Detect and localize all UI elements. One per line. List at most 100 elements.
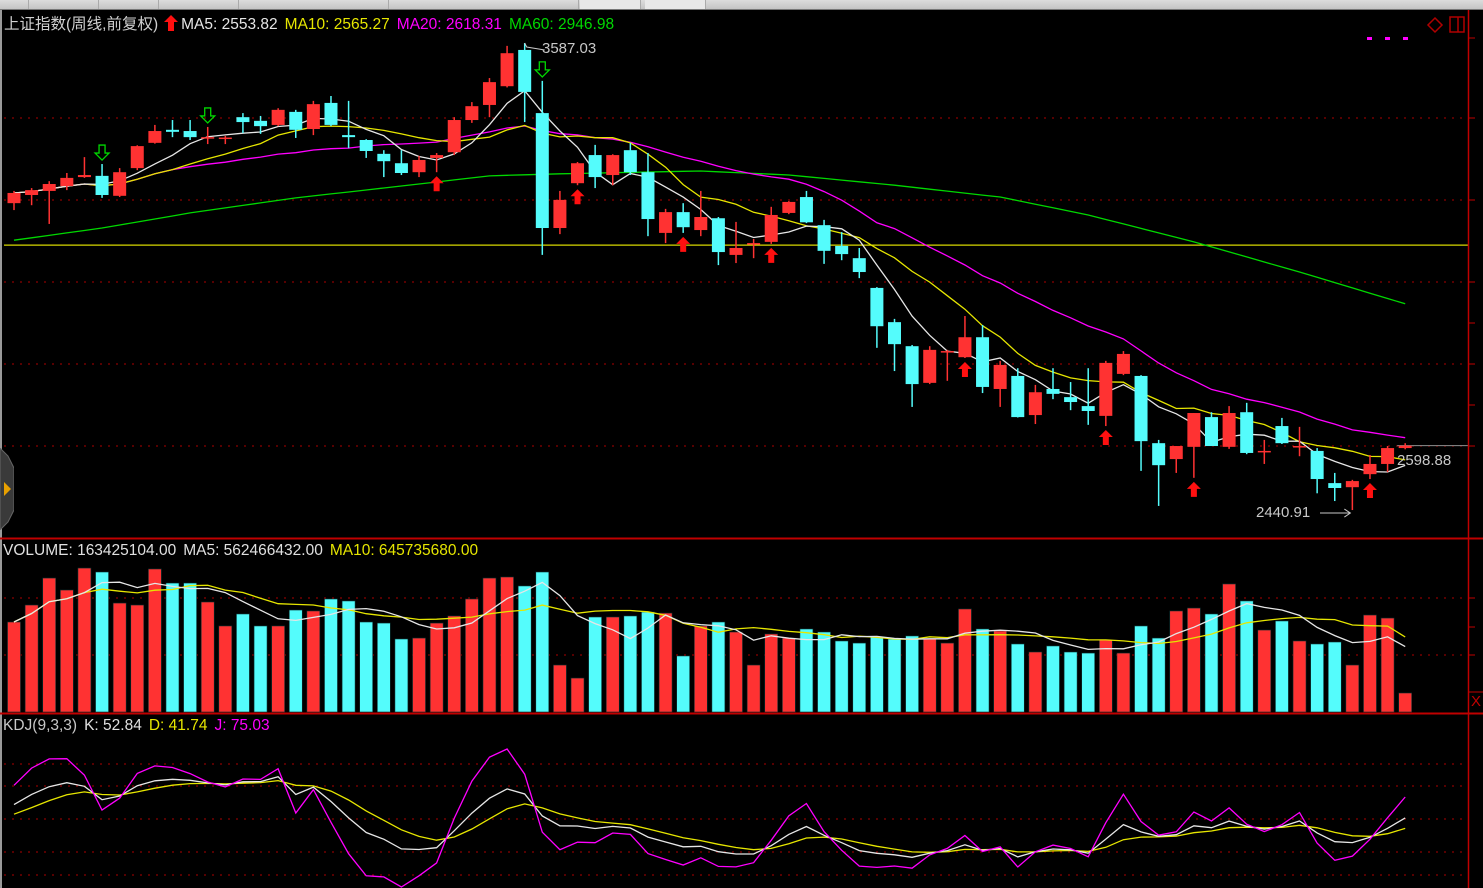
close-x-icon[interactable]: X [1470,693,1481,710]
candle-up [465,106,479,121]
candle-down [236,117,250,123]
candlesticks [7,43,1412,511]
candle-down [1310,450,1324,480]
volume-bar [148,568,162,713]
red-up-arrow-icon [1098,430,1113,446]
volume-bar [570,677,585,713]
volume-bar [1292,640,1307,713]
volume-bar [870,636,884,713]
candle-down [870,287,884,327]
volume-bar [958,608,972,713]
candle-up [201,137,215,139]
candle-up [42,184,56,191]
candle-up [113,172,127,196]
candle-down [623,150,637,173]
ma60-value: MA60: 2946.98 [508,16,615,33]
volume-bar [623,615,638,713]
candle-up [958,337,972,358]
volume-bar [834,640,849,713]
candle-up [553,199,567,229]
kdj-legend: KDJ(9,3,3) K: 52.84 D: 41.74 J: 75.03 [3,717,277,735]
volume-bar [447,615,462,713]
candle-up [1293,446,1307,448]
volume-bar [377,622,391,713]
volume-bar [1063,651,1078,713]
tab-stub[interactable] [645,0,706,9]
split-window-icon[interactable] [1449,16,1465,33]
volume-bar [1239,600,1254,713]
volume-bar [42,577,57,713]
diamond-icon[interactable] [1426,16,1444,34]
panel-frame [0,10,1483,888]
kdj-k-value: K: 52.84 [84,717,142,734]
volume-bar [588,616,602,713]
volume-bar [764,633,779,713]
expand-arrow-icon[interactable] [0,448,14,530]
volume-bar [1010,643,1025,713]
tab-stub[interactable] [0,0,29,9]
candle-down [588,155,602,178]
kdj-lines [13,748,1406,888]
volume-bar [1028,651,1043,713]
volume-bar [429,622,444,713]
kdj-k-line [13,775,1406,858]
volume-bar [1222,583,1236,713]
candle-up [1099,362,1113,416]
volume-bar [1204,613,1219,713]
volume-bar [553,664,567,713]
candle-up [1028,392,1042,416]
candle-up [782,201,796,213]
volume-bar [799,628,814,713]
volume-ma-lines [13,581,1406,651]
volume-bar [729,631,743,713]
tab-stub[interactable] [28,0,99,9]
candle-up [1345,481,1359,488]
volume-value: VOLUME: 163425104.00 [3,542,177,559]
volume-bar [535,571,550,713]
more-dots-icon[interactable] [1364,35,1410,43]
candle-down [1046,388,1060,394]
candle-down [1081,406,1095,411]
volume-bar [165,582,180,713]
volume-bar [993,630,1007,713]
ma10-value: MA10: 2565.27 [284,16,390,33]
tab-stub[interactable] [158,0,239,9]
volume-bar [605,616,620,713]
candle-down [835,245,849,255]
main-legend: 上证指数(周线,前复权) MA5: 2553.82 MA10: 2565.27 MA2… [4,15,621,34]
candle-down [641,172,655,220]
volume-bar [482,577,497,713]
tab-stub[interactable] [98,0,159,9]
candle-down [518,49,532,92]
kdj-j-line [13,748,1406,888]
volume-bar [465,598,479,713]
volume-bar [887,638,902,713]
tab-stub[interactable] [388,0,579,9]
ma10-line [13,124,1406,461]
candle-up [1398,445,1412,449]
red-up-arrow-icon [1186,481,1201,497]
candle-up [77,175,91,178]
volume-bar [852,642,867,713]
candle-down [1011,375,1025,418]
candle-down [676,212,690,228]
candle-up [1187,413,1201,447]
candle-up [430,155,444,158]
tab-stub[interactable] [238,0,389,9]
high-marker-line [524,42,545,51]
candle-down [1275,426,1289,444]
candle-up [60,177,74,187]
candle-up [271,109,285,125]
last-price-label: 2598.88 [1397,452,1452,469]
low-price-label: 2440.91 [1256,504,1311,521]
candle-down [905,346,919,385]
ma60-line [13,170,1406,305]
tab-stub[interactable] [580,0,641,9]
volume-bar [359,621,374,713]
volume-bar [1327,641,1342,713]
candle-up [729,247,743,255]
candle-up [571,163,585,184]
red-up-arrow-icon [570,189,585,205]
volume-bar [1134,625,1148,713]
